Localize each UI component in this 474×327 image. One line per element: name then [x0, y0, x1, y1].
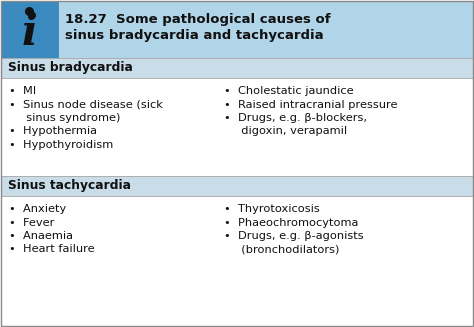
Text: Sinus tachycardia: Sinus tachycardia [8, 180, 131, 193]
Text: •  Anaemia: • Anaemia [9, 231, 73, 241]
Text: •  Heart failure: • Heart failure [9, 245, 95, 254]
Text: •  Fever: • Fever [9, 217, 55, 228]
Text: •  Thyrotoxicosis: • Thyrotoxicosis [224, 204, 319, 214]
Bar [1, 78, 473, 176]
Text: Sinus bradycardia: Sinus bradycardia [8, 61, 133, 75]
Text: i: i [21, 12, 37, 54]
Text: 18.27  Some pathological causes of
sinus bradycardia and tachycardia: 18.27 Some pathological causes of sinus … [65, 13, 331, 42]
Text: •  Sinus node disease (sick: • Sinus node disease (sick [9, 99, 163, 110]
Text: •  Cholestatic jaundice: • Cholestatic jaundice [224, 86, 354, 96]
Text: •  Drugs, e.g. β-blockers,: • Drugs, e.g. β-blockers, [224, 113, 367, 123]
Text: (bronchodilators): (bronchodilators) [234, 245, 339, 254]
Text: •  Phaeochromocytoma: • Phaeochromocytoma [224, 217, 358, 228]
Text: •  Hypothyroidism: • Hypothyroidism [9, 140, 113, 150]
Text: digoxin, verapamil: digoxin, verapamil [234, 127, 347, 136]
Text: sinus syndrome): sinus syndrome) [19, 113, 120, 123]
Text: •  Drugs, e.g. β-agonists: • Drugs, e.g. β-agonists [224, 231, 364, 241]
Text: •  Raised intracranial pressure: • Raised intracranial pressure [224, 99, 397, 110]
Bar [1, 1, 58, 58]
Bar [1, 196, 473, 326]
Bar [1, 176, 473, 196]
Text: •  MI: • MI [9, 86, 36, 96]
Text: •  Hypothermia: • Hypothermia [9, 127, 97, 136]
Text: •  Anxiety: • Anxiety [9, 204, 66, 214]
Bar [1, 58, 473, 78]
Bar [1, 1, 473, 58]
